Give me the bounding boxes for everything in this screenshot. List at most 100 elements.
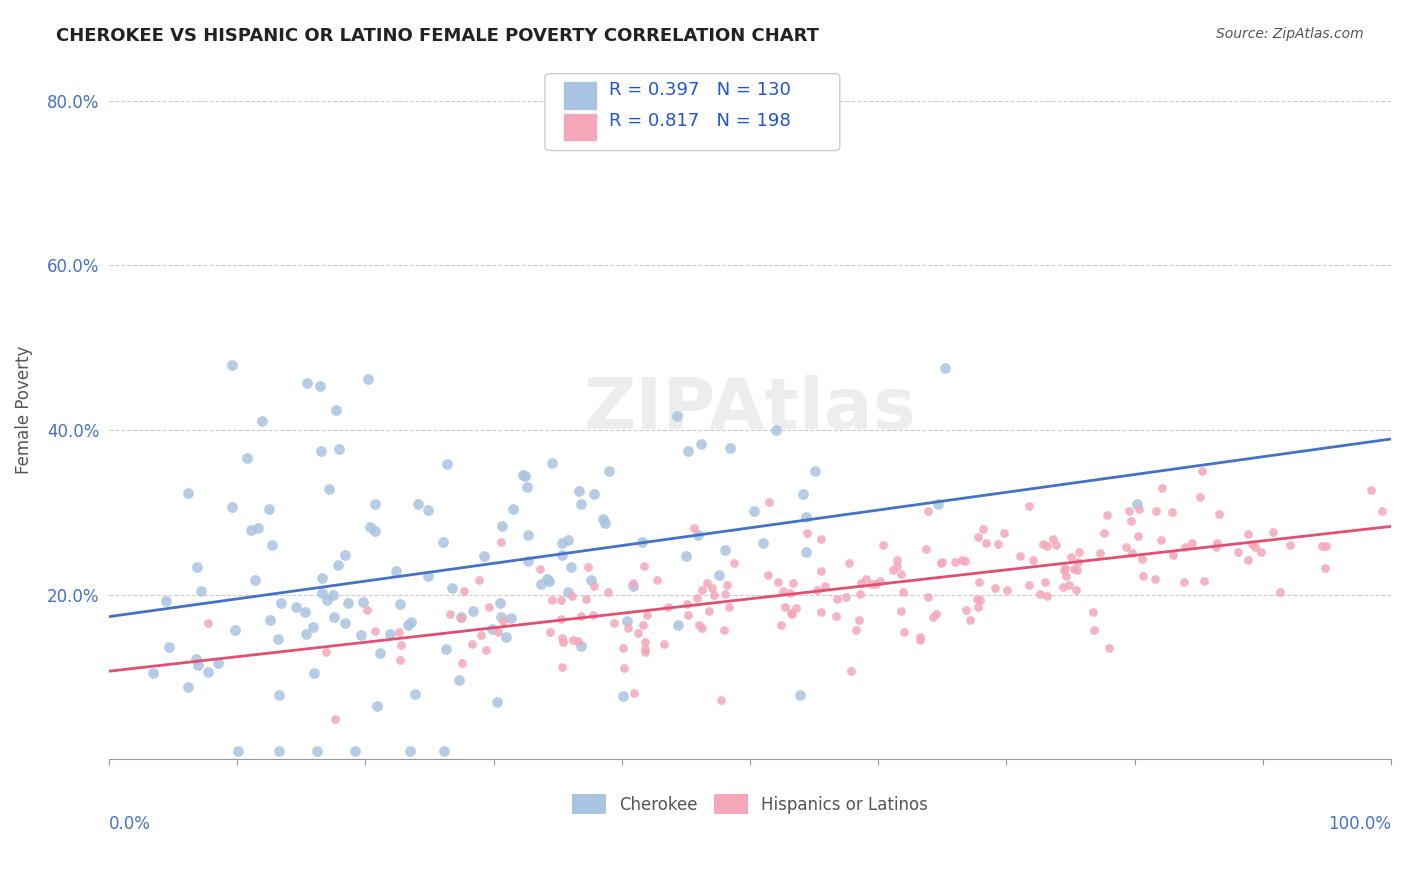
Point <box>481 622 503 636</box>
Point <box>207 656 229 670</box>
Point <box>598 463 620 477</box>
Point <box>512 468 534 483</box>
Point <box>449 673 471 687</box>
Point <box>929 556 952 570</box>
Point <box>551 659 574 673</box>
Point <box>623 685 645 699</box>
Point <box>1033 574 1056 589</box>
Point <box>453 584 475 599</box>
Point <box>461 605 484 619</box>
Point <box>792 486 814 500</box>
Point <box>758 495 780 509</box>
Point <box>311 571 333 585</box>
Point <box>696 576 718 591</box>
Point <box>328 442 350 456</box>
Point <box>486 624 509 639</box>
Point <box>972 522 994 536</box>
Point <box>1132 552 1154 566</box>
Point <box>723 557 745 571</box>
Point <box>621 575 644 590</box>
Point <box>1126 529 1149 543</box>
Point <box>226 744 249 758</box>
Point <box>388 653 411 667</box>
Text: 0.0%: 0.0% <box>110 815 150 833</box>
Point <box>316 593 339 607</box>
Point <box>666 617 689 632</box>
Text: CHEROKEE VS HISPANIC OR LATINO FEMALE POVERTY CORRELATION CHART: CHEROKEE VS HISPANIC OR LATINO FEMALE PO… <box>56 27 820 45</box>
Point <box>315 645 337 659</box>
Point <box>849 576 872 591</box>
Point <box>950 553 973 567</box>
Point <box>689 437 711 451</box>
Point <box>326 558 349 572</box>
Point <box>1060 549 1083 564</box>
Point <box>553 634 575 648</box>
Point <box>839 664 862 678</box>
Point <box>969 593 991 607</box>
Point <box>849 587 872 601</box>
Point <box>569 497 592 511</box>
Legend: Cherokee, Hispanics or Latinos: Cherokee, Hispanics or Latinos <box>565 788 935 822</box>
Point <box>893 625 915 640</box>
Point <box>516 553 538 567</box>
Point <box>1205 535 1227 549</box>
FancyBboxPatch shape <box>546 74 839 151</box>
Text: ZIPAtlas: ZIPAtlas <box>583 375 917 444</box>
Point <box>322 610 344 624</box>
Point <box>450 656 472 670</box>
Point <box>582 579 605 593</box>
Point <box>742 504 765 518</box>
Point <box>197 615 219 630</box>
Point <box>1018 499 1040 513</box>
Point <box>1174 541 1197 555</box>
Point <box>1064 582 1087 597</box>
Point <box>1279 538 1302 552</box>
Point <box>1052 580 1074 594</box>
Point <box>1144 572 1167 586</box>
Point <box>221 500 243 514</box>
Point <box>967 530 990 544</box>
Point <box>350 628 373 642</box>
Point <box>716 578 738 592</box>
Text: R = 0.397   N = 130: R = 0.397 N = 130 <box>609 80 792 99</box>
Point <box>450 609 472 624</box>
Point <box>686 591 709 606</box>
Point <box>955 554 977 568</box>
Point <box>1144 504 1167 518</box>
Point <box>396 617 419 632</box>
Point <box>406 497 429 511</box>
Point <box>529 562 551 576</box>
Point <box>1054 560 1077 574</box>
Text: 100.0%: 100.0% <box>1329 815 1391 833</box>
Point <box>1241 537 1264 551</box>
Point <box>1313 561 1336 575</box>
Point <box>845 624 868 638</box>
Point <box>931 555 953 569</box>
Point <box>541 457 564 471</box>
Point <box>633 618 655 632</box>
Point <box>1092 525 1115 540</box>
Point <box>221 358 243 372</box>
Point <box>621 579 644 593</box>
Point <box>1088 546 1111 560</box>
Point <box>690 621 713 635</box>
Point <box>1128 502 1150 516</box>
Point <box>551 535 574 549</box>
Point <box>142 666 165 681</box>
Point <box>467 573 489 587</box>
Point <box>432 534 454 549</box>
Point <box>751 536 773 550</box>
Point <box>613 661 636 675</box>
Point <box>557 533 579 547</box>
Point <box>893 585 915 599</box>
Point <box>538 624 561 639</box>
Point <box>450 611 472 625</box>
Point <box>224 623 246 637</box>
Point <box>1119 514 1142 528</box>
Point <box>882 563 904 577</box>
Point <box>1008 549 1031 563</box>
Point <box>1150 533 1173 547</box>
Point <box>439 607 461 622</box>
Point <box>478 599 501 614</box>
Point <box>855 572 877 586</box>
